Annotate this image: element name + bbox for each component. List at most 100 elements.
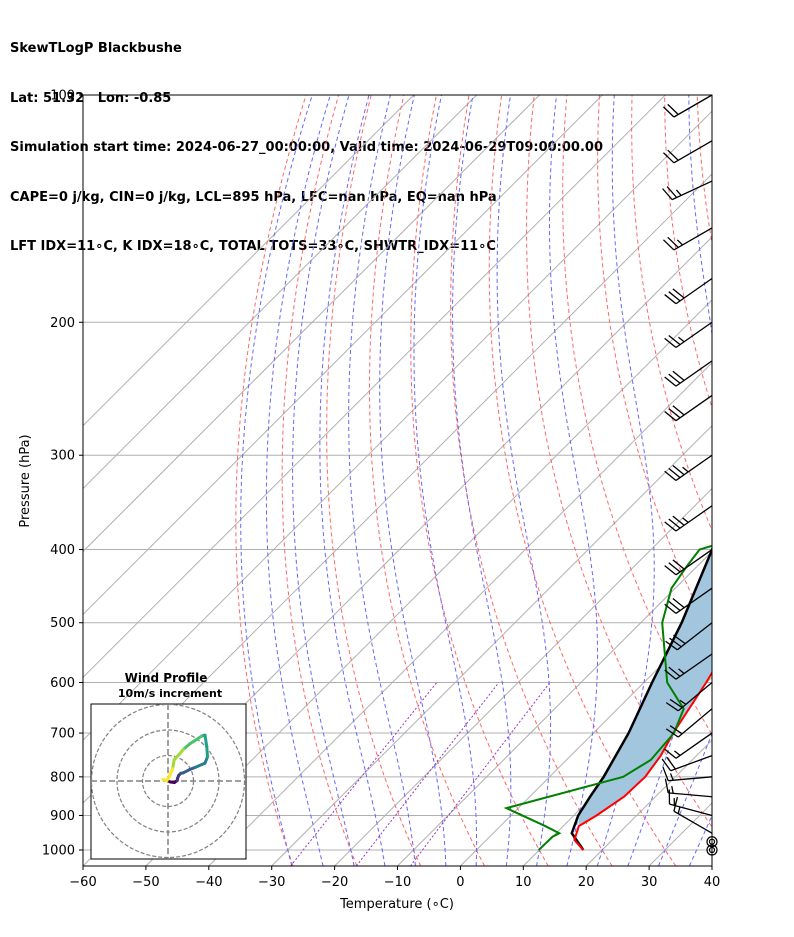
wind-barb	[664, 505, 713, 532]
mixing-ratio-line	[290, 682, 438, 866]
barb-half-flag	[673, 750, 681, 756]
skewt-background-lines	[83, 95, 794, 866]
barb-staff	[677, 682, 713, 712]
dry-adiabat-line	[562, 95, 712, 736]
wind-barb	[661, 755, 713, 772]
barb-flag	[664, 669, 677, 680]
barb-flag	[668, 600, 681, 612]
wind-barb	[664, 277, 713, 305]
barb-flag	[664, 565, 677, 576]
dewpoint-line	[503, 544, 712, 851]
station-title: SkewTLogP Blackbushe	[10, 41, 182, 56]
y-tick-label: 600	[50, 676, 75, 691]
isotherm-line	[271, 424, 712, 866]
stability-line: CAPE=0 j/kg, CIN=0 j/kg, LCL=895 hPa, LF…	[10, 189, 497, 205]
wind-barb	[665, 622, 713, 651]
wind-barb	[673, 796, 713, 834]
barb-staff	[675, 321, 713, 349]
barb-flag	[664, 376, 677, 387]
moist-adiabat-line	[265, 95, 331, 866]
barb-staff	[673, 810, 713, 834]
barb-flag	[672, 465, 685, 476]
barb-half-flag	[682, 517, 689, 523]
wind-barb	[664, 360, 713, 387]
barb-flag	[672, 515, 685, 526]
dry-adiabat-line	[762, 95, 794, 866]
barb-staff	[675, 549, 713, 576]
moist-adiabat-line	[496, 95, 552, 866]
wind-barb	[662, 140, 713, 164]
barb-staff	[675, 653, 713, 680]
hodograph-segment	[161, 777, 169, 782]
barb-flag	[665, 702, 679, 712]
barb-flag	[666, 186, 678, 198]
x-tick-label: 20	[578, 875, 595, 890]
dry-adiabat-line	[664, 95, 712, 409]
chart-header: SkewTLogP Blackbushe Lat: 51.32 Lon: -0.…	[10, 8, 603, 272]
barb-flag	[664, 778, 669, 794]
moist-adiabat-line	[549, 95, 599, 866]
moist-adiabat-line	[720, 95, 794, 866]
barb-half-flag	[682, 466, 689, 473]
barb-flag	[662, 106, 675, 118]
wind-barb	[662, 94, 713, 118]
dry-adiabat-line	[235, 95, 307, 866]
barb-flag	[664, 748, 677, 759]
moist-adiabat-line	[292, 95, 355, 866]
barb-staff	[673, 94, 713, 118]
wind-barb	[664, 653, 713, 680]
barb-staff	[668, 776, 713, 782]
dry-adiabat-line	[410, 95, 549, 866]
moist-adiabat-line	[413, 95, 478, 866]
barb-staff	[669, 803, 713, 817]
barb-flag	[664, 294, 677, 305]
wind-barb	[664, 732, 713, 759]
barb-staff	[675, 587, 713, 614]
barb-flag	[672, 559, 685, 570]
barb-staff	[670, 755, 713, 772]
moist-adiabat-line	[658, 732, 712, 866]
barb-flag	[669, 637, 682, 648]
y-tick-label: 100	[50, 89, 75, 104]
dry-adiabat-line	[631, 95, 712, 532]
moist-adiabat-line	[379, 95, 447, 866]
x-tick-label: 10	[515, 875, 532, 890]
wind-barb	[664, 778, 713, 798]
isotherm-line	[334, 487, 712, 866]
x-tick-label: −20	[321, 875, 348, 890]
y-tick-label: 400	[50, 543, 75, 558]
y-tick-label: 200	[50, 316, 75, 331]
barb-staff	[675, 277, 713, 305]
barb-flag	[664, 337, 677, 349]
wind-barb	[665, 708, 713, 738]
isotherm-line	[460, 613, 712, 866]
wind-barb	[662, 766, 713, 782]
moist-adiabat-line	[627, 95, 712, 866]
barb-flag	[669, 698, 683, 709]
barb-flag	[665, 640, 678, 651]
barb-staff	[671, 180, 713, 201]
barb-flag	[662, 188, 673, 201]
x-tick-label: −30	[258, 875, 285, 890]
barb-staff	[675, 505, 713, 532]
barb-flag	[672, 288, 685, 299]
barb-flag	[673, 796, 679, 812]
barb-staff	[675, 394, 713, 422]
moist-adiabat-line	[319, 95, 386, 866]
barb-flag	[669, 725, 683, 735]
dry-adiabat-line	[450, 95, 613, 866]
location-line: Lat: 51.32 Lon: -0.85	[10, 90, 172, 106]
barb-flag	[668, 408, 681, 419]
x-tick-label: −60	[69, 875, 96, 890]
wind-barb	[664, 454, 713, 481]
moist-adiabat-line	[240, 95, 313, 866]
wind-barb	[662, 180, 713, 201]
barb-half-flag	[669, 773, 674, 781]
barb-flag	[666, 756, 676, 770]
x-tick-label: −50	[132, 875, 159, 890]
moist-adiabat-line	[348, 95, 416, 866]
dry-adiabat-line	[488, 95, 677, 866]
y-tick-label: 900	[50, 809, 75, 824]
dry-adiabat-line	[730, 95, 794, 866]
barb-flag	[668, 562, 681, 573]
